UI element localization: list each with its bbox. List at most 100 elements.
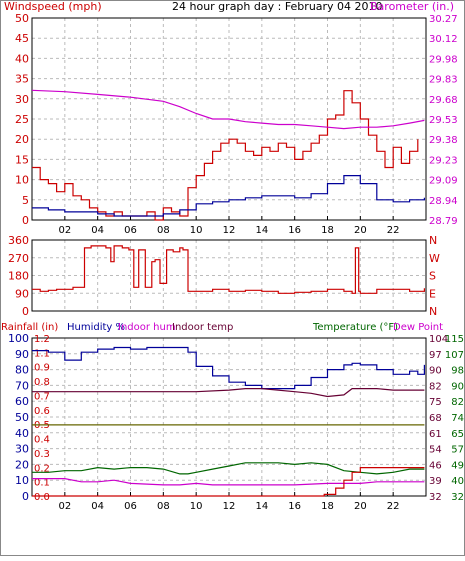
indoor-temp-label: Indoor temp (172, 322, 233, 333)
panel2-frame (31, 239, 427, 312)
rainfall-ytick-label: 0.5 (34, 420, 50, 431)
compass-ytick-label: N (429, 234, 437, 247)
windspeed-gust-line (32, 90, 419, 221)
windspeed-ytick-label: 35 (15, 73, 29, 86)
temperature-ytick-label: 74 (451, 413, 464, 424)
direction-ytick-label: 0 (22, 305, 29, 318)
temperature-ytick-label: 57 (451, 445, 464, 456)
barometer-ytick-label: 29.38 (429, 135, 458, 146)
humidity-ytick-label: 80 (15, 364, 29, 377)
compass-ytick-label: E (429, 287, 436, 300)
rainfall-ytick-label: 0.1 (34, 478, 50, 489)
panel3-xtick-label: 22 (387, 501, 400, 512)
rainfall-ytick-label: 0.4 (34, 435, 50, 446)
panel3-xtick-label: 06 (124, 501, 137, 512)
humidity-ytick-label: 0 (22, 490, 29, 503)
rainfall-ytick-label: 0.3 (34, 449, 50, 460)
indoor-temp-ytick-label: 61 (429, 429, 442, 440)
barometer-ytick-label: 29.53 (429, 115, 458, 126)
windspeed-ytick-label: 5 (22, 194, 29, 207)
panel1-xtick-label: 10 (190, 225, 203, 236)
humidity-ytick-label: 50 (15, 411, 29, 424)
humidity-ytick-label: 60 (15, 395, 29, 408)
panel1-xtick-label: 20 (354, 225, 367, 236)
temperature-ytick-label: 49 (451, 460, 464, 471)
humidity-ytick-label: 10 (15, 474, 29, 487)
barometer-ytick-label: 29.09 (429, 176, 458, 187)
panel1-xtick-label: 04 (91, 225, 104, 236)
barometer-ytick-label: 30.12 (429, 34, 458, 45)
humidity-axis-label: Humidity % (67, 322, 125, 333)
panel1-xtick-label: 12 (223, 225, 236, 236)
barometer-ytick-label: 30.27 (429, 14, 458, 25)
windspeed-ytick-label: 20 (15, 133, 29, 146)
indoor-temp-ytick-label: 75 (429, 397, 442, 408)
indoor-temp-ytick-label: 90 (429, 366, 442, 377)
indoor-temp-ytick-label: 39 (429, 476, 442, 487)
windspeed-ytick-label: 25 (15, 113, 29, 126)
barometer-ytick-label: 29.98 (429, 54, 458, 65)
panel3-xtick-label: 04 (91, 501, 104, 512)
windspeed-ytick-label: 15 (15, 153, 29, 166)
rainfall-ytick-label: 1.1 (34, 348, 50, 359)
humidity-ytick-label: 90 (15, 348, 29, 361)
barometer-ytick-label: 29.23 (429, 155, 458, 166)
compass-ytick-label: W (429, 252, 440, 265)
rainfall-in-line (32, 467, 425, 497)
panel1-xtick-label: 02 (58, 225, 71, 236)
panel1-xtick-label: 08 (157, 225, 170, 236)
panel3-xtick-label: 10 (190, 501, 203, 512)
rainfall-ytick-label: 0.7 (34, 391, 50, 402)
panel3-xtick-label: 14 (255, 501, 268, 512)
humidity-ytick-label: 70 (15, 379, 29, 392)
temperature-ytick-label: 82 (451, 397, 464, 408)
barometer-ytick-label: 28.79 (429, 216, 458, 227)
compass-ytick-label: N (429, 305, 437, 318)
panel3-grid (32, 338, 426, 496)
windspeed-ytick-label: 50 (15, 12, 29, 25)
rainfall-ytick-label: 0.2 (34, 463, 50, 474)
humidity-ytick-label: 20 (15, 458, 29, 471)
windspeed-ytick-label: 10 (15, 174, 29, 187)
panel3-xtick-label: 08 (157, 501, 170, 512)
windspeed-ytick-label: 40 (15, 52, 29, 65)
barometer-axis-label: Barometer (in.) (370, 0, 454, 13)
panel3-xtick-label: 18 (321, 501, 334, 512)
rainfall-ytick-label: 0.8 (34, 377, 50, 388)
barometer-ytick-label: 29.83 (429, 75, 458, 86)
rainfall-ytick-label: 0.0 (34, 492, 50, 503)
wind-direction-line (32, 245, 425, 294)
windspeed-ytick-label: 45 (15, 32, 29, 45)
temperature-ytick-label: 115 (445, 334, 464, 345)
humidity-line (32, 346, 425, 390)
rainfall-ytick-label: 1.2 (34, 334, 50, 345)
temperature-ytick-label: 98 (451, 366, 464, 377)
windspeed-axis-label: Windspeed (mph) (4, 0, 102, 13)
indoor-hum-label: Indoor hum (118, 322, 176, 333)
direction-ytick-label: 90 (15, 287, 29, 300)
indoor-temp-ytick-label: 32 (429, 492, 442, 503)
rainfall-ytick-label: 0.9 (34, 363, 50, 374)
indoor-temp-ytick-label: 104 (429, 334, 448, 345)
windspeed-avg-line (32, 175, 425, 217)
barometer-ytick-label: 29.68 (429, 95, 458, 106)
panel3-xtick-label: 20 (354, 501, 367, 512)
temperature-ytick-label: 65 (451, 429, 464, 440)
indoor-temp-ytick-label: 54 (429, 445, 442, 456)
indoor-temp-ytick-label: 97 (429, 350, 442, 361)
panel1-xtick-label: 14 (255, 225, 268, 236)
temperature-line (32, 388, 425, 398)
barometer-ytick-label: 28.94 (429, 196, 458, 207)
humidity-ytick-label: 100 (8, 332, 29, 345)
rainfall-axis-label: Rainfall (in) (1, 322, 58, 333)
temperature-ytick-label: 90 (451, 381, 464, 392)
humidity-ytick-label: 40 (15, 427, 29, 440)
chart-layer: 5045403530252015105030.2730.1229.9829.83… (8, 12, 464, 512)
chart-title: 24 hour graph day : February 04 2010 (172, 0, 383, 13)
panel1-xtick-label: 18 (321, 225, 334, 236)
windspeed-ytick-label: 0 (22, 214, 29, 227)
temperature-ytick-label: 40 (451, 476, 464, 487)
panel3-xtick-label: 12 (223, 501, 236, 512)
panel1-xtick-label: 06 (124, 225, 137, 236)
direction-ytick-label: 180 (8, 270, 29, 283)
